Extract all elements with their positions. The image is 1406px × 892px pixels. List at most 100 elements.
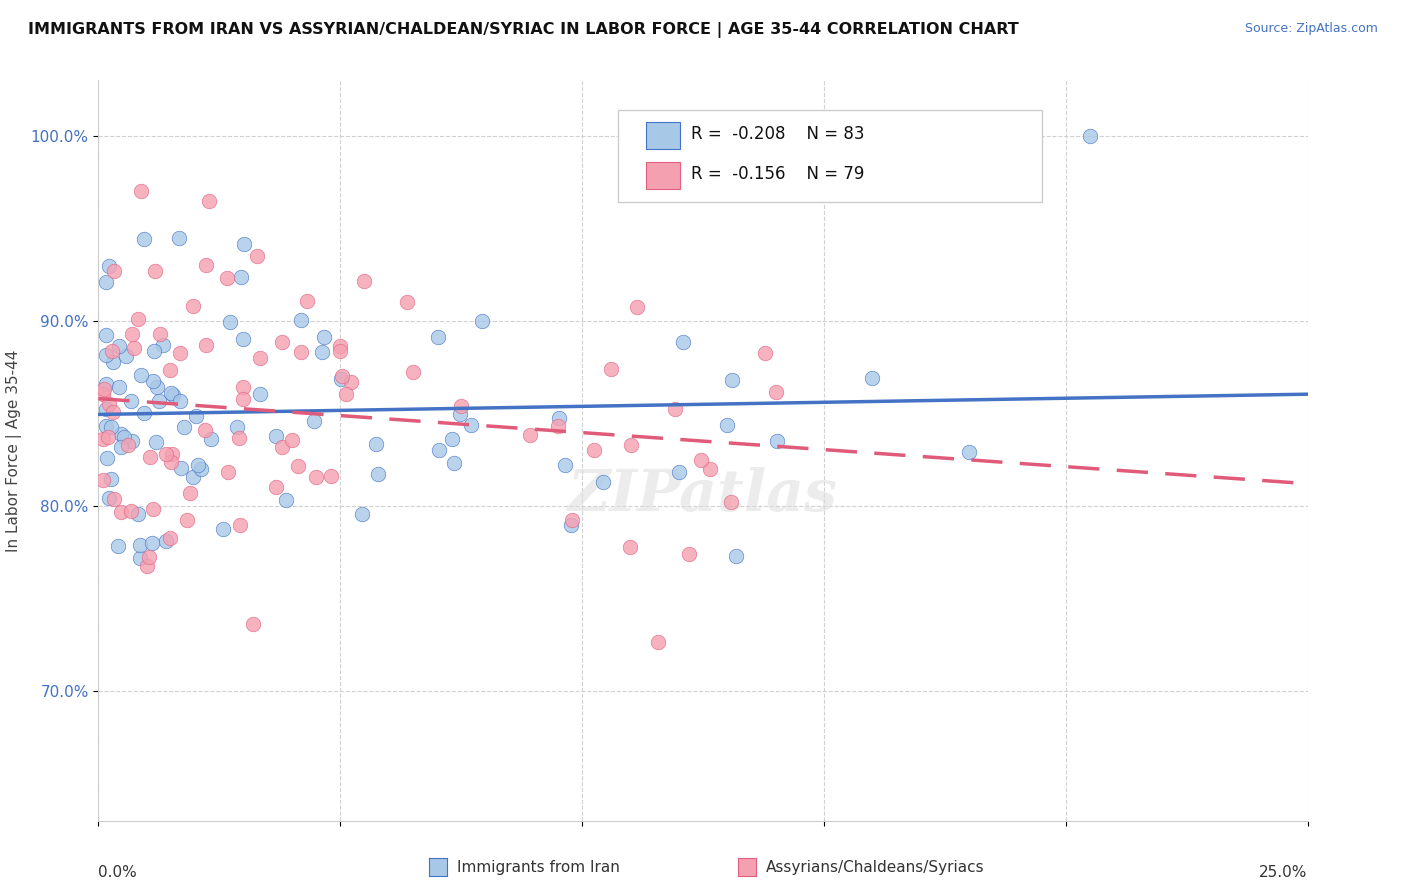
Point — [197, 194, 219, 208]
Point — [402, 365, 425, 379]
Point — [187, 458, 209, 472]
Point — [131, 185, 153, 199]
Point — [249, 387, 271, 401]
Text: Assyrians/Chaldeans/Syriacs: Assyrians/Chaldeans/Syriacs — [766, 860, 984, 874]
Point — [159, 455, 181, 469]
Point — [169, 394, 191, 409]
Point — [547, 411, 569, 425]
Point — [212, 522, 235, 536]
Text: 25.0%: 25.0% — [1260, 865, 1308, 880]
Point — [94, 348, 117, 362]
Point — [281, 433, 304, 447]
Point — [103, 355, 125, 369]
Point — [94, 377, 117, 392]
Point — [103, 264, 125, 278]
Point — [672, 335, 695, 350]
Point — [97, 491, 120, 505]
Point — [329, 338, 352, 352]
Point — [329, 343, 352, 358]
Point — [110, 427, 132, 442]
Point — [249, 351, 271, 366]
Point — [91, 432, 114, 446]
Point — [290, 345, 312, 359]
Point — [228, 431, 250, 445]
Point — [560, 517, 582, 532]
Point — [127, 507, 149, 521]
Point — [107, 380, 129, 394]
Point — [311, 345, 333, 359]
Point — [181, 299, 204, 313]
Point — [720, 495, 742, 509]
Point — [110, 440, 132, 454]
Point — [170, 460, 193, 475]
Bar — [647, 122, 681, 149]
Point — [120, 393, 142, 408]
Point — [148, 394, 170, 409]
Point — [626, 300, 648, 314]
Point — [94, 402, 117, 417]
Text: R =  -0.156    N = 79: R = -0.156 N = 79 — [690, 165, 865, 183]
Point — [232, 392, 254, 407]
Point — [367, 467, 389, 481]
Point — [160, 386, 183, 401]
Text: Immigrants from Iran: Immigrants from Iran — [457, 860, 620, 874]
Point — [290, 313, 312, 327]
Point — [135, 558, 157, 573]
Point — [339, 375, 361, 389]
Point — [471, 314, 494, 328]
Point — [94, 328, 117, 343]
Point — [184, 409, 207, 424]
Point — [395, 295, 418, 310]
Point — [519, 428, 541, 442]
Point — [127, 312, 149, 326]
Text: ZIPatlas: ZIPatlas — [568, 467, 838, 523]
Point — [765, 384, 787, 399]
Point — [195, 338, 218, 352]
Point — [229, 517, 252, 532]
Point — [194, 259, 217, 273]
Text: Source: ZipAtlas.com: Source: ZipAtlas.com — [1244, 22, 1378, 36]
Point — [141, 536, 163, 550]
Point — [167, 230, 190, 244]
Point — [132, 405, 155, 419]
Point — [264, 480, 287, 494]
Point — [592, 475, 614, 490]
Point — [108, 339, 131, 353]
Point — [152, 338, 174, 352]
Point — [91, 473, 114, 487]
Point — [426, 330, 449, 344]
Point — [98, 259, 121, 273]
Point — [217, 465, 239, 479]
Point — [145, 380, 167, 394]
Point — [162, 447, 184, 461]
Point — [242, 617, 264, 632]
Point — [100, 420, 122, 434]
Point — [142, 501, 165, 516]
Text: 0.0%: 0.0% — [98, 865, 138, 880]
Point — [620, 438, 643, 452]
Point — [449, 407, 471, 421]
Point — [450, 400, 472, 414]
Point — [554, 458, 576, 473]
Point — [721, 373, 744, 387]
Point — [134, 232, 156, 246]
Point — [766, 434, 789, 448]
Bar — [647, 162, 681, 189]
Point — [129, 368, 152, 382]
Point — [129, 550, 152, 565]
Point — [330, 369, 353, 384]
Point — [173, 420, 195, 434]
Point — [139, 450, 162, 464]
Point — [200, 432, 222, 446]
Point — [754, 346, 776, 360]
Point — [226, 419, 249, 434]
Point — [103, 491, 125, 506]
Point — [668, 465, 690, 479]
Point — [96, 450, 118, 465]
Point — [97, 430, 120, 444]
Point — [155, 447, 177, 461]
Point — [149, 326, 172, 341]
Point — [218, 314, 240, 328]
Point — [232, 380, 254, 394]
Point — [860, 370, 883, 384]
